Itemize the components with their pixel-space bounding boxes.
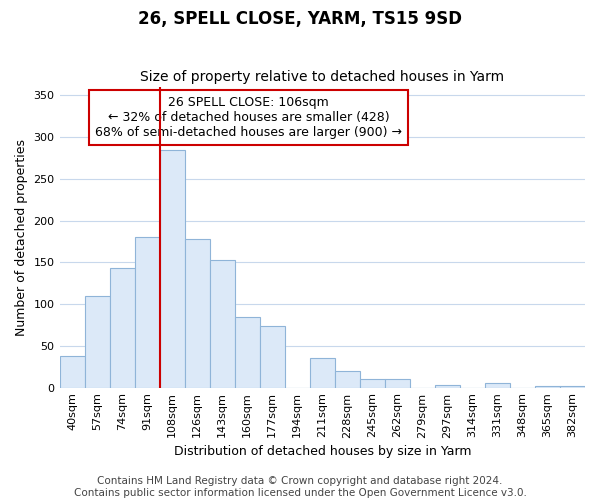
Bar [560, 386, 585, 388]
Text: 26, SPELL CLOSE, YARM, TS15 9SD: 26, SPELL CLOSE, YARM, TS15 9SD [138, 10, 462, 28]
Text: Contains HM Land Registry data © Crown copyright and database right 2024.
Contai: Contains HM Land Registry data © Crown c… [74, 476, 526, 498]
Bar [360, 379, 385, 388]
Bar [85, 296, 110, 388]
Bar [385, 379, 410, 388]
Bar [209, 260, 235, 388]
Bar [485, 382, 510, 388]
Title: Size of property relative to detached houses in Yarm: Size of property relative to detached ho… [140, 70, 505, 85]
X-axis label: Distribution of detached houses by size in Yarm: Distribution of detached houses by size … [173, 444, 471, 458]
Bar [59, 356, 85, 388]
Bar [310, 358, 335, 388]
Y-axis label: Number of detached properties: Number of detached properties [15, 139, 28, 336]
Bar [134, 238, 160, 388]
Bar [435, 385, 460, 388]
Text: 26 SPELL CLOSE: 106sqm
← 32% of detached houses are smaller (428)
68% of semi-de: 26 SPELL CLOSE: 106sqm ← 32% of detached… [95, 96, 402, 139]
Bar [260, 326, 285, 388]
Bar [335, 371, 360, 388]
Bar [535, 386, 560, 388]
Bar [160, 150, 185, 388]
Bar [235, 316, 260, 388]
Bar [110, 268, 134, 388]
Bar [185, 239, 209, 388]
